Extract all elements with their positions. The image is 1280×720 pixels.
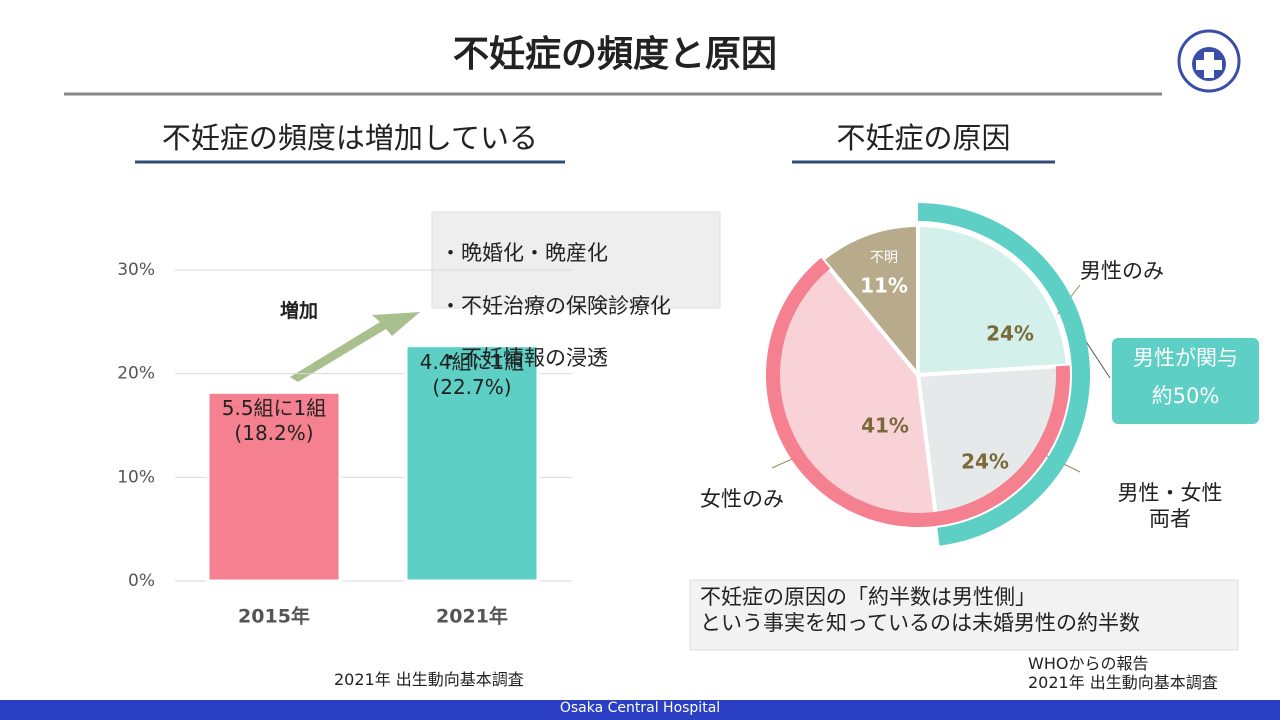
category-label: 男性のみ [1080,259,1164,283]
category-label: 女性のみ [700,487,784,511]
x-tick-label: 2015年 [238,605,310,628]
chart-title: 不妊症の頻度は増加している [161,121,539,155]
category-label: 不明 [870,250,898,266]
callout-box [1112,338,1259,424]
leader [1084,339,1111,379]
bar [206,390,342,583]
note-line: ・不妊治療の保険診療化 [440,293,671,318]
category-label: 男性・女性 両者 [1117,481,1223,532]
bar [404,344,540,583]
value-label: 11% [860,274,908,298]
pie-slice [819,222,920,381]
ring-male [918,203,1091,546]
value-label: 5.5組に1組 (18.2%) [221,396,327,446]
annotation: 増加 [280,300,319,322]
value-label: 41% [861,414,909,438]
callout: 男性が関与 約50% [1133,346,1238,408]
chart-title: 不妊症の原因 [836,121,1011,155]
increase-arrow [290,312,420,382]
y-tick-label: 10% [117,467,155,487]
ring-female [766,257,1071,528]
source: WHOからの報告 2021年 出生動向基本調査 [1028,654,1218,693]
note: 不妊症の原因の「約半数は男性側」 という事実を知っているのは未婚男性の約半数 [700,585,1140,636]
value-label: 24% [986,322,1034,346]
note-box [689,579,1239,651]
notes: ・晩婚化・晩産化 ・不妊治療の保険診療化 ・不妊情報の浸透 [440,214,671,398]
value-label: 24% [961,450,1009,474]
note-line: ・不妊情報の浸透 [440,346,608,371]
value-label: 4.4組に1組 (22.7%) [419,349,525,399]
footer-bar [0,700,1280,720]
footer: Osaka Central Hospital [559,700,721,716]
source: 2021年 出生動向基本調査 [334,670,524,689]
note-line: ・晩婚化・晩産化 [440,241,608,266]
y-tick-label: 0% [128,571,155,591]
y-tick-label: 20% [117,364,155,384]
logo-cross [1196,52,1222,78]
pie-slice [916,222,1070,378]
slide-title: 不妊症の頻度と原因 [452,34,777,75]
y-tick-label: 30% [117,260,155,280]
x-tick-label: 2021年 [436,605,508,628]
notes-box [431,211,721,309]
